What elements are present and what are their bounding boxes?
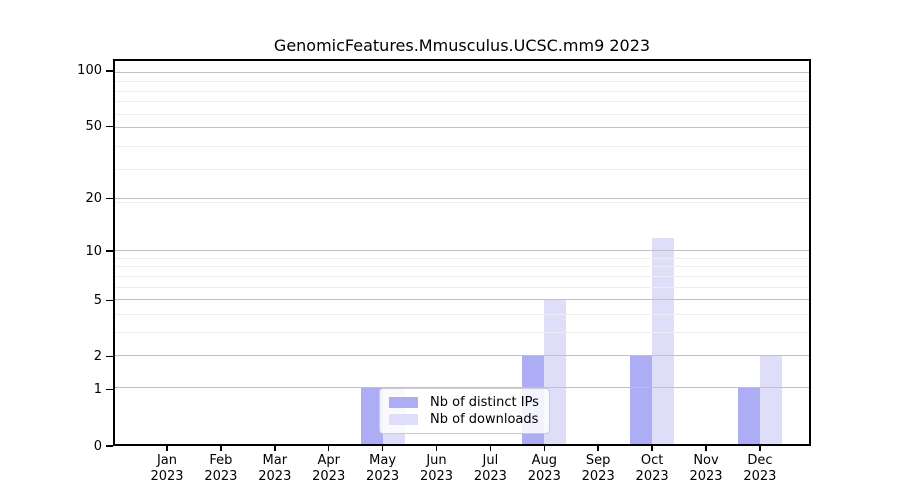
minor-gridline: [115, 257, 809, 259]
plot-area: Nb of distinct IPs Nb of downloads: [113, 59, 811, 446]
minor-gridline: [115, 275, 809, 277]
x-axis-tick-mark: [327, 446, 330, 451]
y-axis-tick-mark: [106, 355, 113, 358]
x-axis-tick-mark: [651, 446, 653, 451]
y-axis-tick-label: 1: [93, 382, 102, 398]
x-axis-tick-label: Aug 2023: [527, 453, 561, 484]
major-gridline: [115, 250, 809, 252]
x-axis-tick-label: Jun 2023: [419, 453, 454, 484]
y-axis-tick-label: 2: [93, 349, 102, 365]
y-axis-tick-mark: [106, 250, 113, 252]
x-axis-tick-label: Jul 2023: [473, 453, 507, 484]
x-axis-tick-label: Feb 2023: [204, 453, 238, 484]
x-axis-tick-label: Apr 2023: [312, 453, 346, 484]
bar-downloads: [759, 355, 782, 444]
major-gridline: [115, 354, 809, 356]
x-axis-tick-label: May 2023: [366, 453, 400, 484]
x-axis-tick-mark: [435, 446, 438, 451]
minor-gridline: [115, 101, 809, 103]
bar-distinct-ips: [737, 388, 760, 444]
minor-gridline: [115, 81, 809, 83]
x-axis-tick-label: Oct 2023: [635, 453, 669, 484]
major-gridline: [115, 298, 809, 300]
minor-gridline: [115, 313, 809, 315]
x-axis-tick-label: Sep 2023: [581, 453, 615, 484]
y-axis-tick-label: 50: [85, 118, 102, 134]
minor-gridline: [115, 169, 809, 171]
chart-title: GenomicFeatures.Mmusculus.UCSC.mm9 2023: [273, 36, 651, 55]
minor-gridline: [115, 146, 809, 148]
x-axis-tick-label: Jan 2023: [150, 453, 184, 484]
x-axis-tick-label: Nov 2023: [689, 453, 723, 484]
x-axis-tick-mark: [166, 446, 168, 451]
grid-layer: [115, 61, 809, 444]
y-axis-tick-mark: [106, 197, 113, 200]
x-axis-tick-mark: [759, 446, 761, 451]
y-axis-tick-mark: [106, 125, 113, 128]
bar-distinct-ips: [630, 355, 653, 444]
x-axis-tick-label: Mar 2023: [258, 453, 292, 484]
y-axis-tick-mark: [106, 299, 113, 302]
y-axis-tick-label: 5: [93, 292, 102, 308]
major-gridline: [115, 71, 809, 73]
x-axis-tick-mark: [597, 446, 599, 451]
legend-swatch-downloads-icon: [389, 414, 418, 425]
x-axis-tick-mark: [381, 446, 384, 451]
y-axis-tick-mark: [106, 445, 113, 447]
minor-gridline: [115, 331, 809, 333]
bar-downloads: [652, 237, 675, 444]
minor-gridline: [115, 90, 809, 92]
x-axis-tick-label: Dec 2023: [743, 453, 777, 484]
minor-gridline: [115, 113, 809, 115]
y-axis-tick-label: 20: [85, 191, 102, 207]
x-axis-tick-mark: [543, 446, 546, 451]
bars-layer: [115, 61, 809, 444]
legend-entry-downloads: Nb of downloads: [389, 411, 539, 428]
legend-swatch-distinct-ips-icon: [389, 397, 418, 408]
y-axis-tick-label: 10: [85, 243, 102, 259]
x-axis-tick-mark: [220, 446, 222, 451]
x-axis-tick-mark: [274, 446, 276, 451]
legend-entry-distinct-ips: Nb of distinct IPs: [389, 394, 539, 411]
x-axis-tick-mark: [489, 446, 492, 451]
legend-label-distinct-ips: Nb of distinct IPs: [430, 395, 539, 410]
y-axis-tick-mark: [106, 388, 113, 391]
legend-label-downloads: Nb of downloads: [430, 412, 539, 427]
y-axis-tick-label: 0: [93, 438, 102, 454]
major-gridline: [115, 126, 809, 128]
y-axis-tick-mark: [106, 70, 113, 72]
legend: Nb of distinct IPs Nb of downloads: [379, 388, 550, 434]
minor-gridline: [115, 202, 809, 204]
x-axis-tick-mark: [705, 446, 707, 451]
minor-gridline: [115, 286, 809, 288]
minor-gridline: [115, 266, 809, 268]
y-axis-tick-label: 100: [77, 63, 102, 79]
major-gridline: [115, 198, 809, 200]
